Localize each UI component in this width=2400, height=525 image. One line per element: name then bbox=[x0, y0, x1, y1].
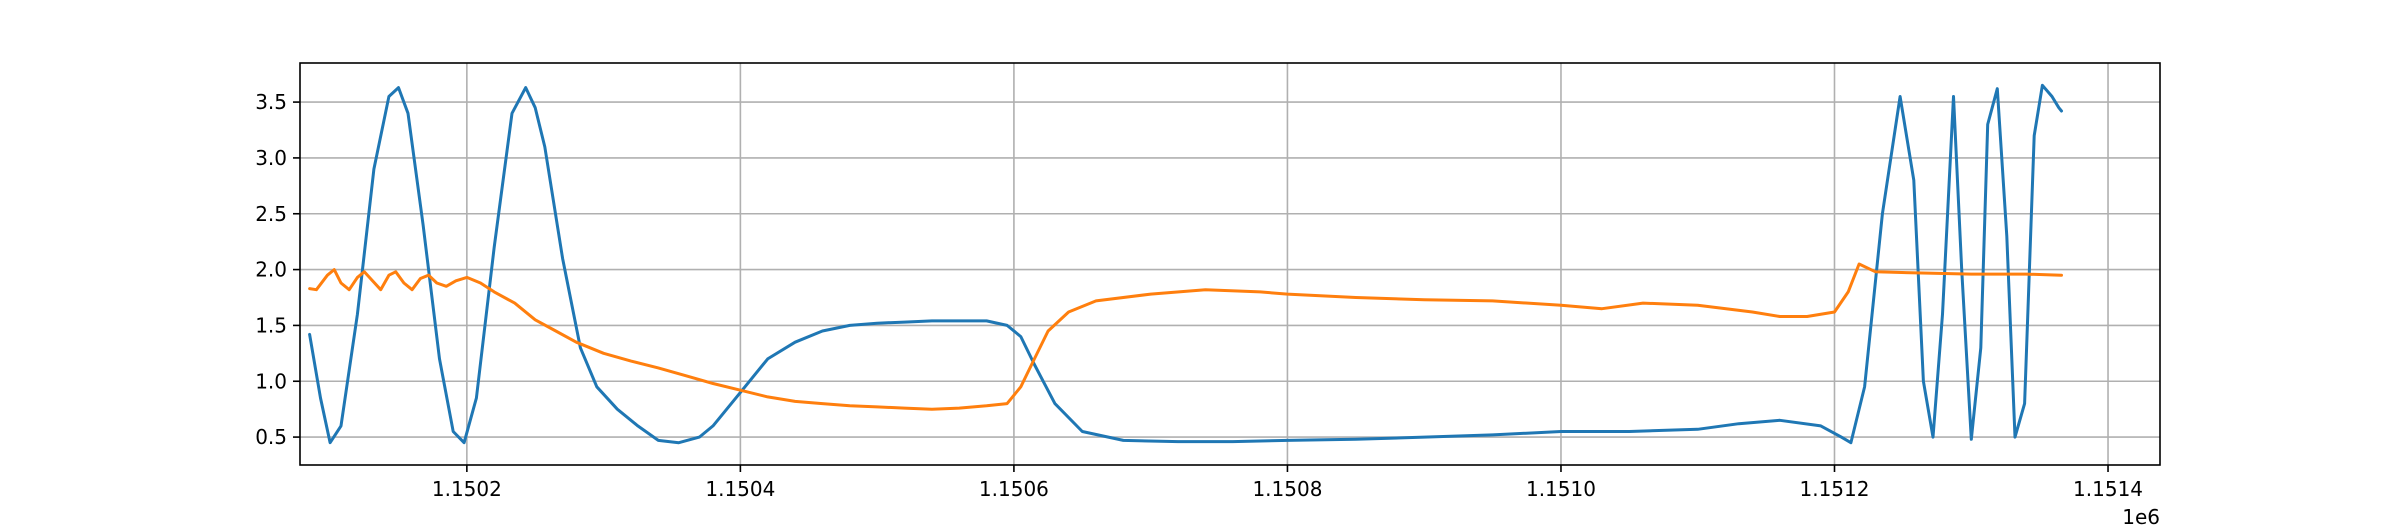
x-tick-label: 1.1512 bbox=[1800, 477, 1870, 501]
x-tick-label: 1.1504 bbox=[705, 477, 775, 501]
series-line-2 bbox=[308, 262, 2063, 411]
y-axis: 0.5 1.0 1.5 2.0 2.5 3.0 3.5 bbox=[255, 90, 300, 449]
x-axis: 1.1502 1.1504 1.1506 1.1508 1.1510 1.1512 1.15… bbox=[432, 465, 2143, 501]
series-line-1 bbox=[308, 83, 2063, 445]
x-tick-label: 1.1506 bbox=[979, 477, 1049, 501]
y-tick-label: 3.0 bbox=[255, 146, 287, 170]
x-tick-label: 1.1502 bbox=[432, 477, 502, 501]
x-tick-label: 1.1508 bbox=[1252, 477, 1322, 501]
y-tick-label: 1.5 bbox=[255, 313, 287, 337]
x-offset-label: 1e6 bbox=[2122, 505, 2160, 525]
x-tick-label: 1.1510 bbox=[1526, 477, 1596, 501]
series-group bbox=[308, 83, 2063, 445]
y-tick-label: 1.0 bbox=[255, 369, 287, 393]
y-tick-label: 2.5 bbox=[255, 202, 287, 226]
y-tick-label: 2.0 bbox=[255, 258, 287, 282]
y-tick-label: 3.5 bbox=[255, 90, 287, 114]
y-tick-label: 0.5 bbox=[255, 425, 287, 449]
x-tick-label: 1.1514 bbox=[2073, 477, 2143, 501]
grid bbox=[300, 63, 2160, 465]
plot-frame bbox=[299, 62, 2161, 466]
